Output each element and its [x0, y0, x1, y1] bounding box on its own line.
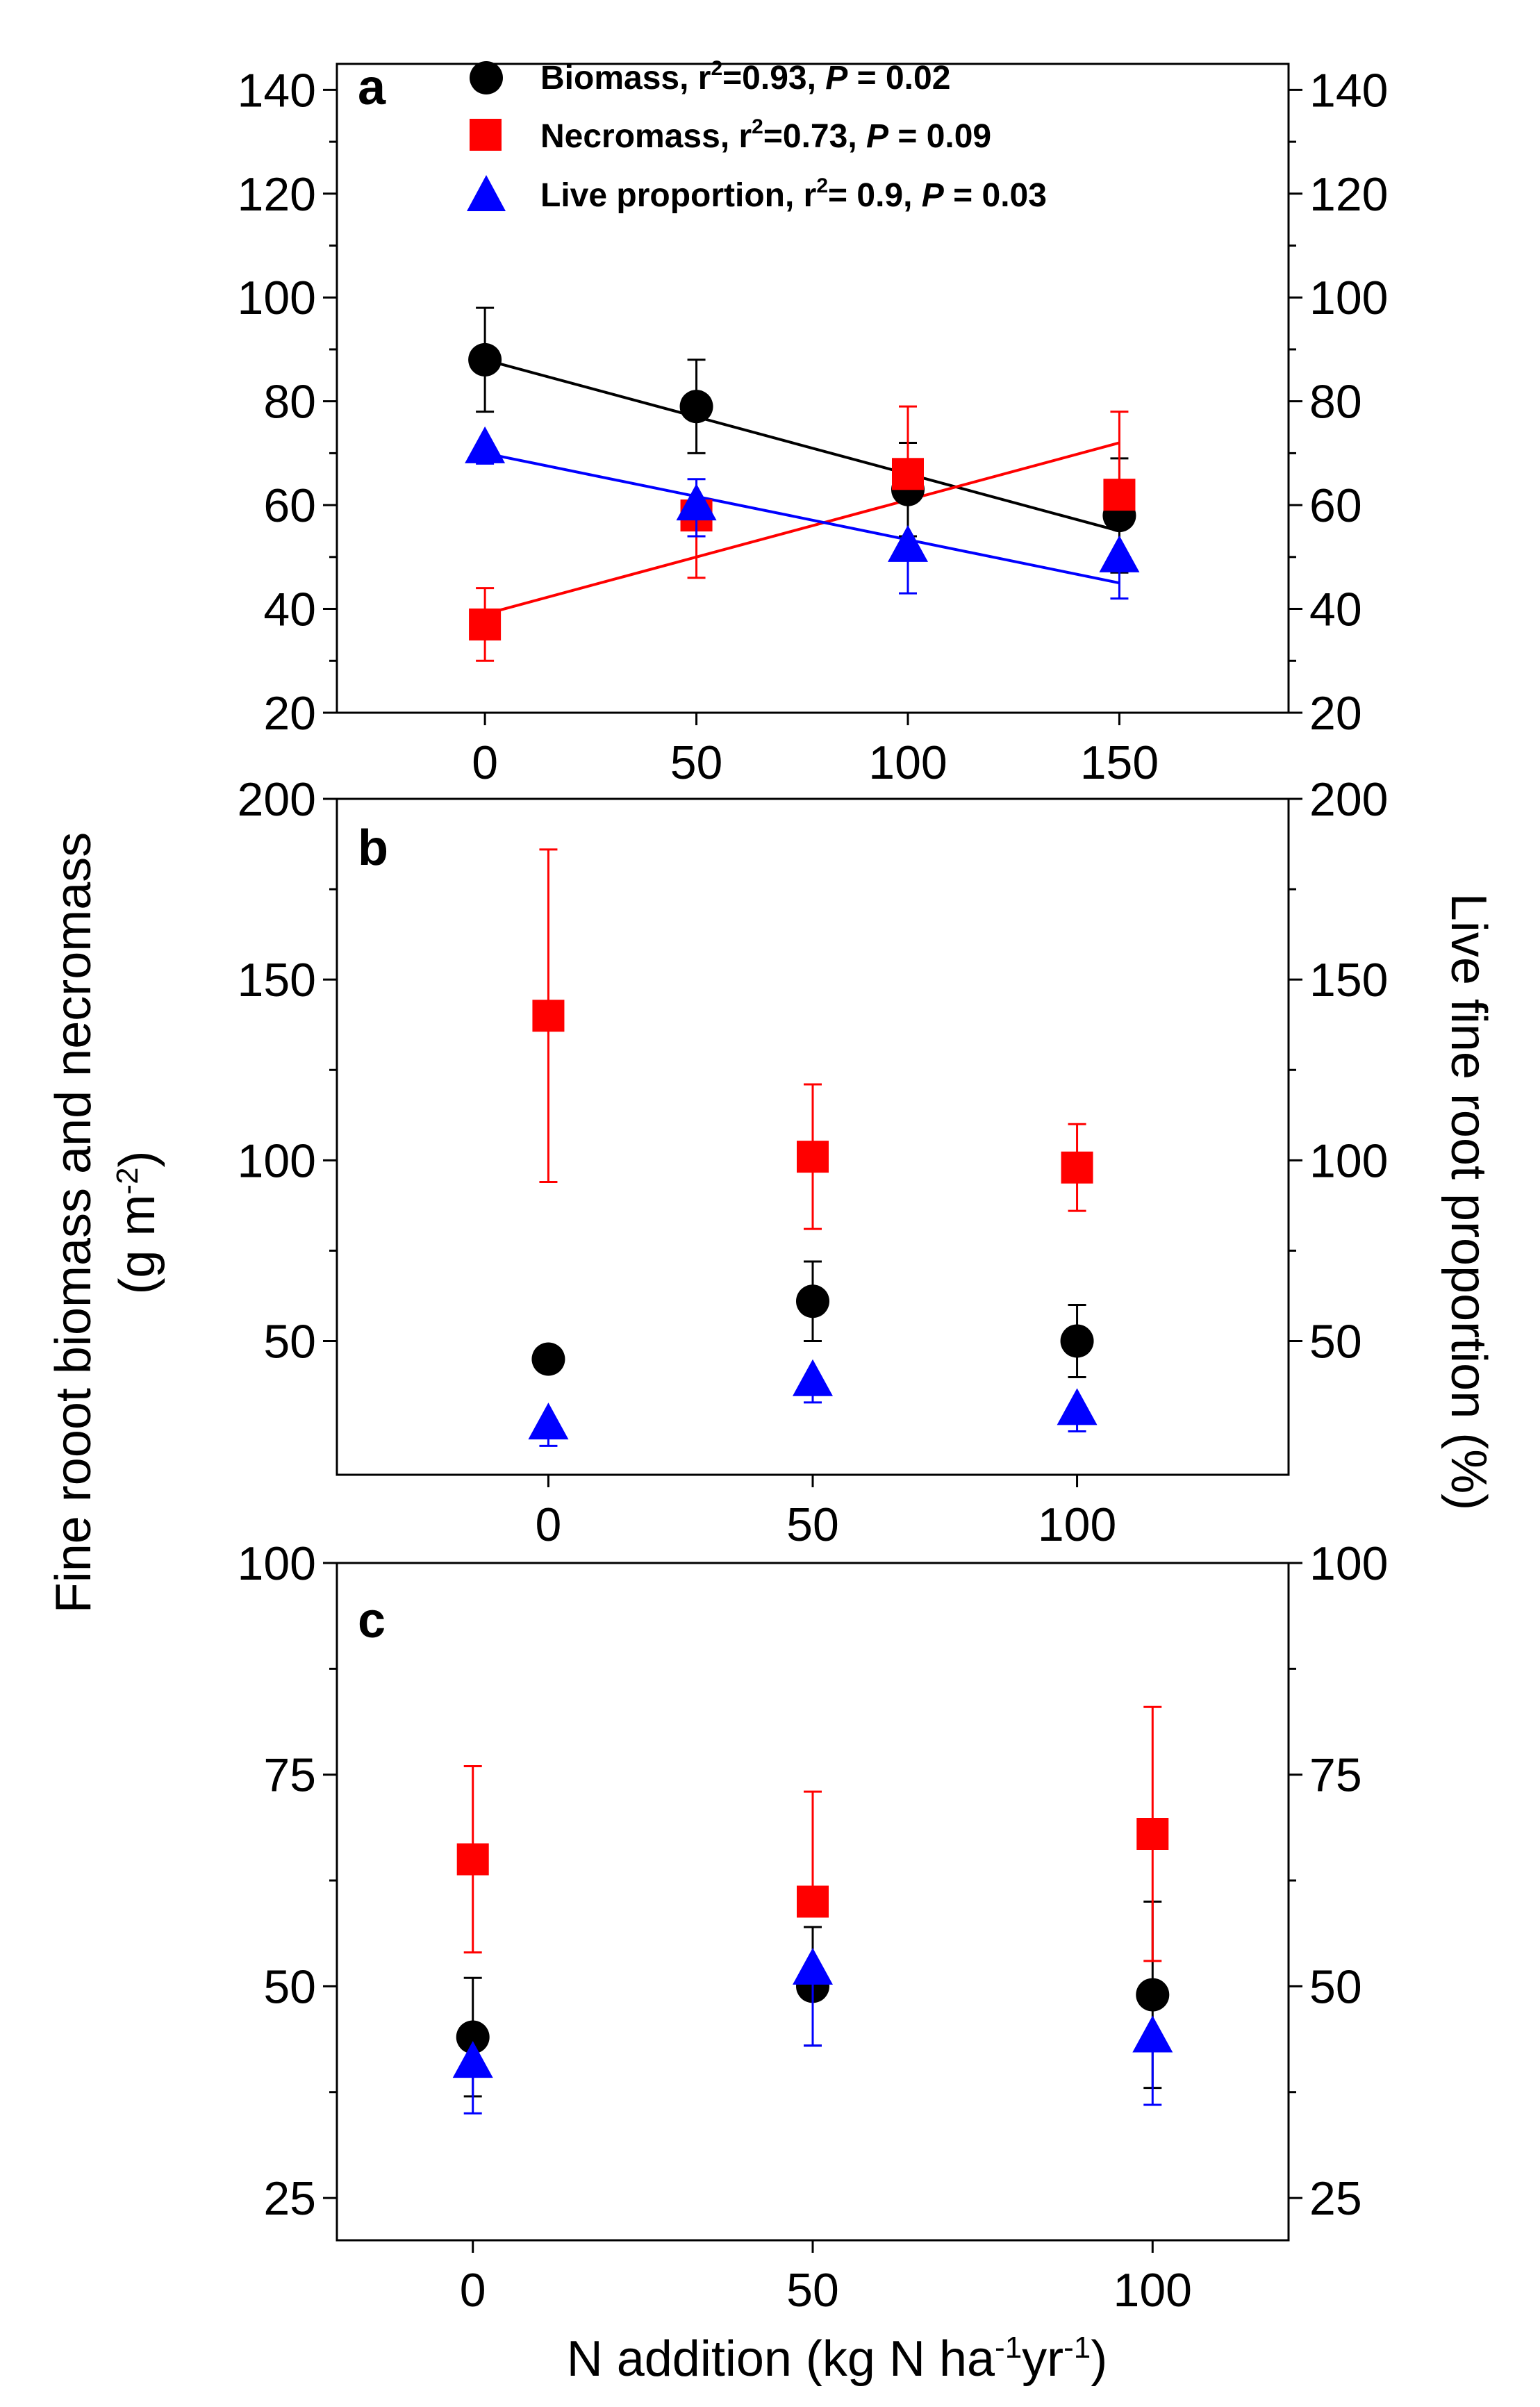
y-tick-label-right: 80: [1309, 376, 1362, 429]
left-axis-units: (g m-2): [110, 1150, 165, 1294]
point-necromass: [1061, 1151, 1093, 1184]
legend: Biomass, r2=0.93, P = 0.02 Necromass, r2…: [467, 57, 1047, 214]
panel-c: 0 50 100 25 25 50 50 75 75 100 100 c: [238, 1537, 1389, 2317]
point-necromass: [469, 608, 502, 640]
y-tick-label-right: 20: [1309, 687, 1362, 740]
x-tick-label: 0: [460, 2264, 486, 2317]
y-tick-label-left: 50: [263, 1960, 316, 2013]
panel-letter: c: [358, 1593, 386, 1648]
legend-label-biomass: Biomass, r2=0.93, P = 0.02: [540, 57, 950, 97]
point-live: [1099, 535, 1140, 572]
y-tick-label-right: 40: [1309, 584, 1362, 636]
y-tick-label-left: 25: [263, 2172, 316, 2225]
legend-marker-necromass: [470, 119, 502, 151]
point-necromass: [892, 458, 924, 490]
legend-marker-biomass: [470, 61, 503, 94]
point-live: [676, 483, 717, 521]
y-tick-label-right: 50: [1309, 1960, 1362, 2013]
y-tick-label-left: 100: [238, 1134, 316, 1187]
x-tick-label: 50: [670, 736, 723, 789]
y-tick-label-right: 100: [1309, 272, 1388, 324]
legend-label-live: Live proportion, r2= 0.9, P = 0.03: [540, 174, 1047, 214]
point-biomass: [1136, 1978, 1170, 2012]
point-necromass: [456, 1843, 489, 1876]
y-tick-label-left: 140: [238, 64, 316, 117]
y-tick-label-left: 150: [238, 954, 316, 1007]
x-tick-label: 150: [1080, 736, 1159, 789]
point-necromass: [1103, 479, 1136, 511]
y-tick-label-right: 75: [1309, 1749, 1362, 1802]
panel-a: 0 50 100 150 20 20 40 40 60 60 80 80 100 100 120 120 140…: [238, 60, 1389, 789]
point-live: [528, 1403, 569, 1440]
x-tick-label: 0: [472, 736, 498, 789]
point-biomass: [796, 1284, 829, 1318]
point-live: [1057, 1388, 1098, 1425]
y-tick-label-left: 60: [263, 479, 316, 532]
y-tick-label-left: 20: [263, 687, 316, 740]
y-tick-label-right: 150: [1309, 954, 1388, 1007]
y-tick-label-right: 25: [1309, 2172, 1362, 2225]
point-live: [888, 524, 928, 562]
point-biomass: [679, 390, 713, 424]
y-tick-label-left: 40: [263, 584, 316, 636]
panel-b: 0 50 100 50 50 100 100 150 150 200 200 b: [238, 773, 1389, 1551]
point-biomass: [456, 2020, 490, 2054]
y-tick-label-left: 80: [263, 376, 316, 429]
y-tick-label-left: 120: [238, 168, 316, 221]
point-necromass: [797, 1885, 829, 1918]
point-biomass: [531, 1342, 565, 1376]
fit-line-live: [484, 452, 1120, 585]
x-tick-label: 100: [1113, 2264, 1192, 2317]
y-tick-label-right: 100: [1309, 1537, 1388, 1590]
y-tick-label-left: 75: [263, 1749, 316, 1802]
y-tick-label-right: 200: [1309, 773, 1388, 826]
y-tick-label-left: 100: [238, 272, 316, 324]
point-live: [1132, 2015, 1173, 2053]
y-tick-label-left: 200: [238, 773, 316, 826]
fit-line-biomass: [484, 358, 1120, 533]
panel-letter: a: [358, 60, 386, 115]
x-tick-label: 100: [1038, 1498, 1116, 1551]
fit-line-necromass: [484, 441, 1120, 615]
y-tick-label-right: 120: [1309, 168, 1388, 221]
y-tick-label-left: 100: [238, 1537, 316, 1590]
y-tick-label-right: 100: [1309, 1134, 1388, 1187]
point-necromass: [532, 1000, 565, 1032]
point-necromass: [1136, 1818, 1169, 1850]
y-tick-label-right: 50: [1309, 1315, 1362, 1368]
panel-letter: b: [358, 820, 388, 876]
x-tick-label: 0: [536, 1498, 562, 1551]
right-axis-title: Live fine root proportion (%): [1441, 893, 1496, 1510]
x-axis-title: N addition (kg N ha-1yr-1): [567, 2331, 1108, 2387]
point-necromass: [797, 1141, 829, 1173]
y-tick-label-right: 60: [1309, 479, 1362, 532]
point-biomass: [468, 342, 502, 377]
left-axis-title: Fine rooot biomass and necromass: [46, 832, 101, 1614]
panels-layer: 0 50 100 150 20 20 40 40 60 60 80 80 100 100 120 120 140…: [238, 60, 1389, 2317]
x-tick-label: 100: [868, 736, 947, 789]
point-live: [793, 1359, 833, 1396]
legend-marker-live: [467, 175, 506, 211]
plot-frame: [336, 63, 1290, 714]
point-biomass: [1060, 1324, 1094, 1358]
legend-label-necromass: Necromass, r2=0.73, P = 0.09: [540, 115, 991, 155]
y-tick-label-right: 140: [1309, 64, 1388, 117]
point-live: [793, 1948, 833, 1985]
point-live: [452, 2041, 493, 2078]
y-tick-label-left: 50: [263, 1315, 316, 1368]
point-live: [465, 426, 506, 463]
x-tick-label: 50: [786, 2264, 839, 2317]
x-tick-label: 50: [786, 1498, 839, 1551]
